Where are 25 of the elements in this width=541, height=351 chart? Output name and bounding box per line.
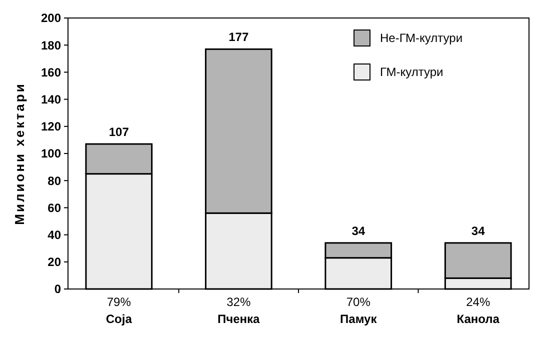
y-tick-label: 100 bbox=[40, 146, 62, 161]
text: 32% bbox=[226, 295, 251, 309]
x-tick-label: Пченка bbox=[218, 312, 260, 326]
y-tick-label: 120 bbox=[40, 120, 62, 134]
text: 79% bbox=[106, 295, 132, 309]
y-tick-label: 80 bbox=[48, 174, 62, 188]
x-tick-label: Соја bbox=[106, 312, 132, 326]
y-axis-title: Милиони хектари bbox=[12, 82, 27, 225]
y-tick-label: 160 bbox=[40, 65, 62, 80]
total-label: 177 bbox=[228, 30, 249, 44]
text: 70% bbox=[346, 295, 371, 309]
total-label: 107 bbox=[108, 125, 130, 140]
y-tick-label: 20 bbox=[48, 255, 62, 270]
legend-label: ГМ-култури bbox=[380, 65, 444, 80]
legend-label: Не-ГМ-култури bbox=[380, 31, 463, 46]
total-label: 34 bbox=[352, 224, 366, 238]
y-tick-label: 200 bbox=[40, 11, 62, 26]
y-tick-label: 140 bbox=[40, 92, 62, 106]
total-label: 34 bbox=[471, 224, 486, 238]
y-tick-label: 60 bbox=[48, 200, 62, 215]
y-tick-label: 40 bbox=[48, 228, 62, 242]
x-tick-label: Памук bbox=[340, 312, 378, 326]
text: 24% bbox=[466, 295, 490, 309]
y-tick-label: 180 bbox=[40, 38, 62, 52]
x-tick-label: Канола bbox=[456, 312, 500, 326]
